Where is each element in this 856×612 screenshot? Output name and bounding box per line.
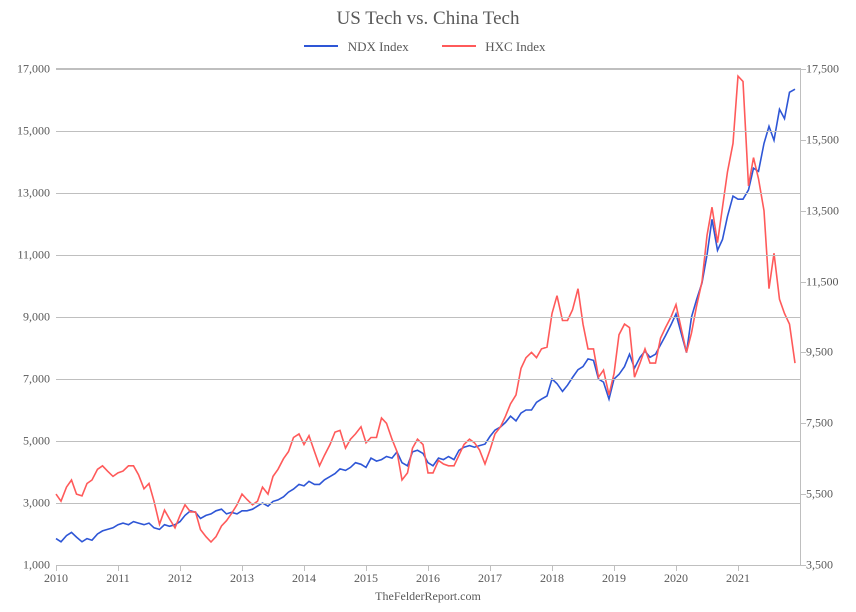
x-tick-label: 2019 (602, 565, 626, 586)
x-tick-label: 2014 (292, 565, 316, 586)
legend-label-hxc: HXC Index (485, 39, 545, 54)
plot-area: 1,0003,0005,0007,0009,00011,00013,00015,… (56, 68, 801, 565)
y-left-tick-label: 17,000 (17, 62, 56, 77)
chart-legend: NDX Index HXC Index (0, 38, 856, 55)
chart-container: US Tech vs. China Tech NDX Index HXC Ind… (0, 0, 856, 612)
y-right-tickmark (800, 69, 806, 70)
y-right-tickmark (800, 211, 806, 212)
y-left-tick-label: 15,000 (17, 124, 56, 139)
chart-title: US Tech vs. China Tech (0, 8, 856, 30)
y-left-tick-label: 11,000 (17, 248, 56, 263)
y-right-tickmark (800, 352, 806, 353)
y-right-tickmark (800, 423, 806, 424)
y-right-tickmark (800, 494, 806, 495)
chart-source: TheFelderReport.com (0, 589, 856, 604)
x-tick-label: 2018 (540, 565, 564, 586)
x-tick-label: 2015 (354, 565, 378, 586)
gridline (56, 441, 800, 442)
y-right-tickmark (800, 282, 806, 283)
gridline (56, 379, 800, 380)
gridline (56, 503, 800, 504)
gridline (56, 131, 800, 132)
x-tick-label: 2020 (664, 565, 688, 586)
x-tick-label: 2017 (478, 565, 502, 586)
y-left-tick-label: 13,000 (17, 186, 56, 201)
x-tick-label: 2013 (230, 565, 254, 586)
series-ndx-index (56, 89, 795, 542)
y-left-tick-label: 3,000 (23, 496, 56, 511)
gridline (56, 255, 800, 256)
x-tick-label: 2010 (44, 565, 68, 586)
y-left-tick-label: 5,000 (23, 434, 56, 449)
legend-label-ndx: NDX Index (348, 39, 409, 54)
x-tick-label: 2012 (168, 565, 192, 586)
y-left-tick-label: 9,000 (23, 310, 56, 325)
series-hxc-index (56, 76, 795, 542)
legend-swatch-hxc (442, 45, 476, 47)
gridline (56, 193, 800, 194)
y-left-tick-label: 7,000 (23, 372, 56, 387)
gridline (56, 317, 800, 318)
x-tick-label: 2011 (106, 565, 130, 586)
legend-swatch-ndx (304, 45, 338, 47)
gridline (56, 69, 800, 70)
x-tick-label: 2021 (726, 565, 750, 586)
x-tick-label: 2016 (416, 565, 440, 586)
y-right-tickmark (800, 565, 806, 566)
y-right-tickmark (800, 140, 806, 141)
